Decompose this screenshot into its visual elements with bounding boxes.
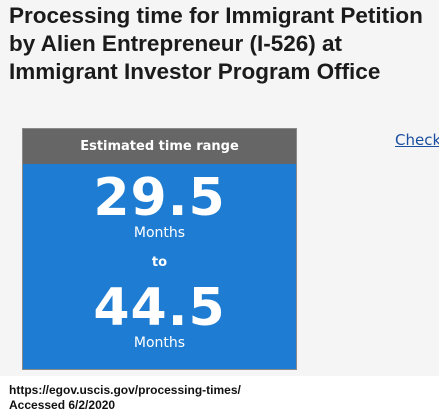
range-separator: to xyxy=(151,255,168,270)
source-url: https://egov.uscis.gov/processing-times/ xyxy=(9,383,241,397)
check-case-link[interactable]: Check xyxy=(395,131,439,149)
max-time-unit: Months xyxy=(133,335,186,351)
min-time-unit: Months xyxy=(133,225,186,241)
min-time-value: 29.5 xyxy=(93,168,226,228)
estimated-time-card: Estimated time range 29.5 Months to 44.5… xyxy=(22,128,297,370)
page-content-area: Processing time for Immigrant Petition b… xyxy=(9,3,439,370)
accessed-date: Accessed 6/2/2020 xyxy=(9,398,116,412)
page-title: Processing time for Immigrant Petition b… xyxy=(9,3,423,84)
max-time-value: 44.5 xyxy=(93,278,226,338)
card-header: Estimated time range xyxy=(23,129,296,164)
